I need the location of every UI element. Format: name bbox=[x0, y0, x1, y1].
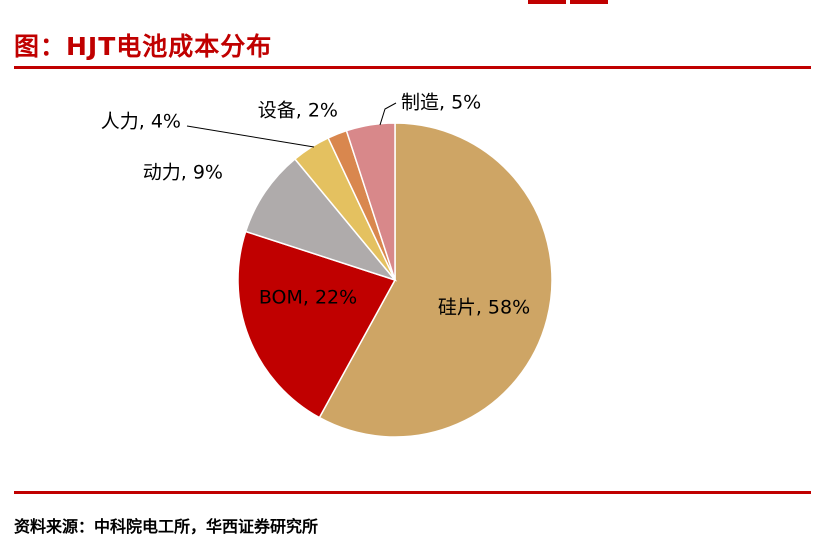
pie-slice bbox=[318, 122, 553, 438]
pie-slice bbox=[345, 122, 396, 281]
slice-label: BOM, 22% bbox=[259, 287, 357, 309]
chart-title: 图：HJT电池成本分布 bbox=[14, 32, 273, 61]
slice-label: 人力, 4% bbox=[101, 111, 181, 133]
leader-line bbox=[379, 102, 397, 126]
top-accent-bar bbox=[528, 0, 608, 4]
slice-label: 动力, 9% bbox=[143, 162, 223, 184]
source-rule bbox=[14, 491, 811, 494]
leader-lines bbox=[186, 102, 397, 148]
slice-label: 制造, 5% bbox=[401, 92, 481, 114]
slice-label: 硅片, 58% bbox=[438, 297, 530, 319]
pie-slices bbox=[237, 122, 553, 438]
slice-labels: 硅片, 58% BOM, 22% 动力, 9% 人力, 4% 设备, 2% 制造, 5% bbox=[101, 92, 530, 319]
slice-label: 设备, 2% bbox=[258, 100, 338, 122]
source-note: 资料来源：中科院电工所，华西证券研究所 bbox=[14, 517, 319, 536]
leader-line bbox=[186, 125, 315, 148]
title-rule bbox=[14, 66, 811, 69]
pie-slice bbox=[237, 230, 397, 419]
pie-slice bbox=[244, 157, 398, 282]
